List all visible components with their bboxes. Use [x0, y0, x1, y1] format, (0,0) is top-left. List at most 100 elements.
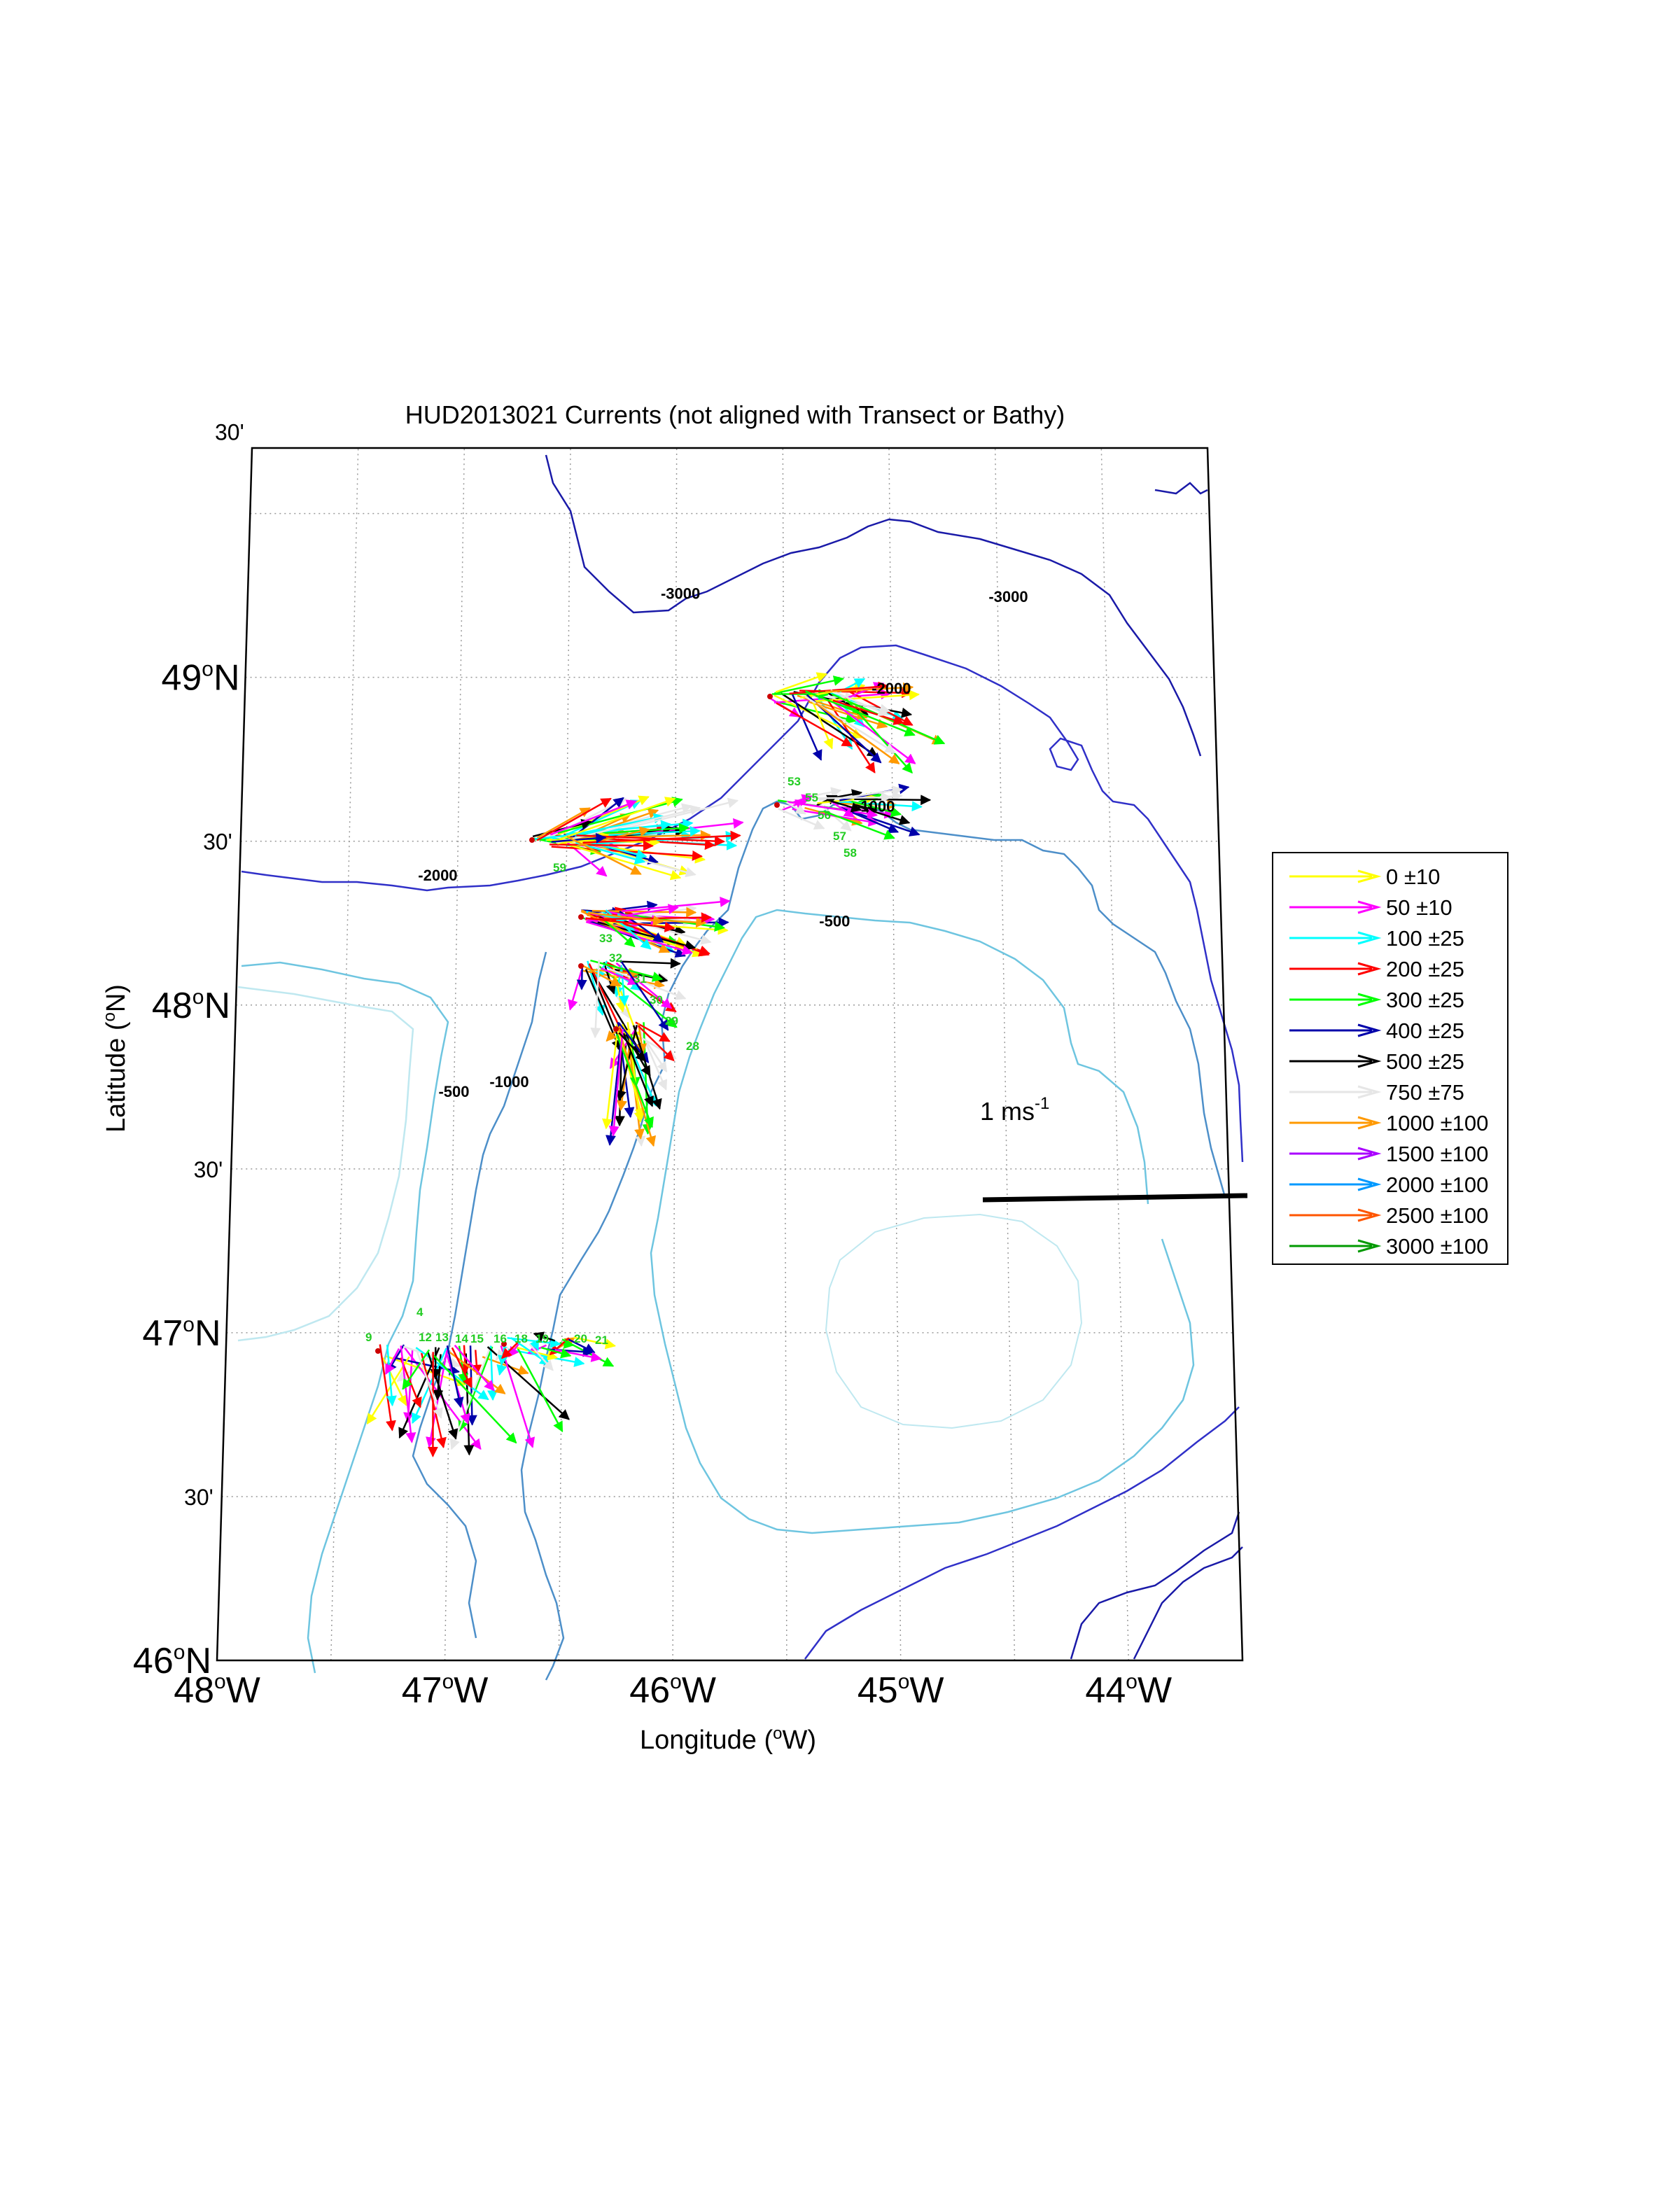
contour-label: -500	[438, 1083, 469, 1100]
scale-indicator: 1 ms-1	[980, 1094, 1248, 1203]
legend-entry: 400 ±25	[1289, 1018, 1464, 1043]
current-vector	[559, 797, 676, 841]
contour-label: -3000	[661, 584, 700, 602]
legend-label: 100 ±25	[1386, 926, 1464, 951]
chart-title: HUD2013021 Currents (not aligned with Tr…	[405, 400, 1065, 429]
lon-tick-label: 45oW	[858, 1670, 944, 1711]
station-label: 53	[788, 775, 801, 788]
station-marker	[578, 914, 584, 920]
current-vector	[446, 1345, 464, 1408]
legend-label: 50 ±10	[1386, 895, 1452, 920]
current-vector	[400, 1345, 416, 1443]
legend-arrowhead	[1357, 1023, 1382, 1037]
current-vector	[584, 840, 648, 860]
legend-box	[1272, 852, 1508, 1265]
legend-label: 200 ±25	[1386, 957, 1464, 981]
current-vector	[832, 699, 904, 725]
current-vector	[829, 698, 916, 764]
current-vector	[609, 968, 687, 1000]
current-vector	[815, 702, 900, 764]
legend-arrowhead	[1357, 993, 1382, 1007]
lat-tick-label: 46oN	[133, 1641, 211, 1681]
current-vector	[550, 799, 638, 836]
station-label: 19	[536, 1332, 549, 1345]
current-vector	[449, 1351, 506, 1394]
current-vector	[618, 1032, 647, 1062]
legend-entry: 750 ±75	[1289, 1080, 1464, 1105]
legend-label: 750 ±75	[1386, 1080, 1464, 1105]
contour-deep-south-1	[1070, 1511, 1240, 1660]
current-vector	[585, 920, 693, 955]
legend-entry: 100 ±25	[1289, 926, 1464, 951]
contour-shallow-center	[825, 1213, 1083, 1429]
current-vector	[515, 1345, 564, 1433]
current-vector	[812, 792, 892, 803]
station-label: 28	[686, 1040, 699, 1053]
longitude-ticks: 48oW 47oW 46oW 45oW 44oW	[174, 1670, 1172, 1711]
current-vector	[536, 797, 612, 841]
current-vector	[785, 801, 806, 815]
current-vector	[620, 958, 681, 969]
legend-label: 1000 ±100	[1386, 1111, 1488, 1135]
y-axis-label: Latitude (oN)	[100, 984, 131, 1133]
legend: 0 ±10 50 ±10 100 ±25 200 ±25 300 ±25 400 ±25 5…	[1272, 852, 1508, 1265]
station-marker	[501, 1341, 507, 1347]
grid-meridian	[1100, 447, 1129, 1661]
legend-arrowhead	[1357, 962, 1382, 976]
legend-label: 500 ±25	[1386, 1049, 1464, 1074]
legend-label: 300 ±25	[1386, 988, 1464, 1012]
legend-entry: 2500 ±100	[1289, 1203, 1488, 1228]
current-vector	[580, 910, 671, 953]
lat-tick-label: 30'	[184, 1485, 214, 1510]
legend-arrowhead	[1357, 869, 1382, 883]
current-vector	[529, 1338, 540, 1351]
current-vector	[632, 1025, 662, 1110]
station-marker	[529, 837, 535, 843]
current-vector	[566, 835, 642, 875]
graticule-grid	[221, 447, 1238, 1661]
legend-entry: 2000 ±100	[1289, 1172, 1488, 1197]
station-label: 33	[599, 932, 612, 945]
legend-entry: 300 ±25	[1289, 988, 1464, 1012]
current-vector	[636, 1023, 647, 1055]
current-vector	[449, 1345, 492, 1450]
current-vector	[822, 810, 895, 840]
contour-3000-east	[1154, 482, 1208, 495]
scale-label: 1 ms-1	[980, 1094, 1049, 1126]
current-vector	[608, 1029, 624, 1137]
current-vector	[585, 917, 676, 932]
current-vector	[789, 681, 889, 695]
legend-entry: 50 ±10	[1289, 895, 1452, 920]
current-vector	[603, 918, 636, 948]
legend-label: 400 ±25	[1386, 1018, 1464, 1043]
current-vector	[831, 801, 855, 818]
station-label: 30	[650, 993, 663, 1007]
grid-meridian	[444, 447, 465, 1661]
station-label: 58	[844, 846, 857, 860]
current-vector	[787, 801, 878, 819]
legend-arrowhead	[1357, 1147, 1382, 1161]
legend-arrowhead	[1357, 1116, 1382, 1130]
station-label: 29	[665, 1014, 678, 1028]
current-vector	[415, 1349, 443, 1419]
station-marker	[767, 694, 773, 699]
current-vector	[805, 690, 916, 737]
current-vector	[366, 1356, 410, 1425]
legend-arrowhead	[1357, 1208, 1382, 1222]
current-vector	[451, 1347, 472, 1389]
station-marker	[613, 1026, 619, 1032]
current-vector	[549, 840, 654, 851]
contour-shallow-west	[237, 986, 414, 1342]
grid-meridian	[782, 447, 788, 1661]
current-vector	[622, 896, 731, 912]
contour-500	[650, 909, 1195, 1534]
current-vector	[820, 804, 852, 832]
scale-bar	[982, 1193, 1248, 1203]
current-vector	[573, 1336, 617, 1350]
lon-tick-label: 46oW	[629, 1670, 716, 1711]
current-vector	[528, 1343, 554, 1371]
current-vector	[774, 676, 845, 694]
